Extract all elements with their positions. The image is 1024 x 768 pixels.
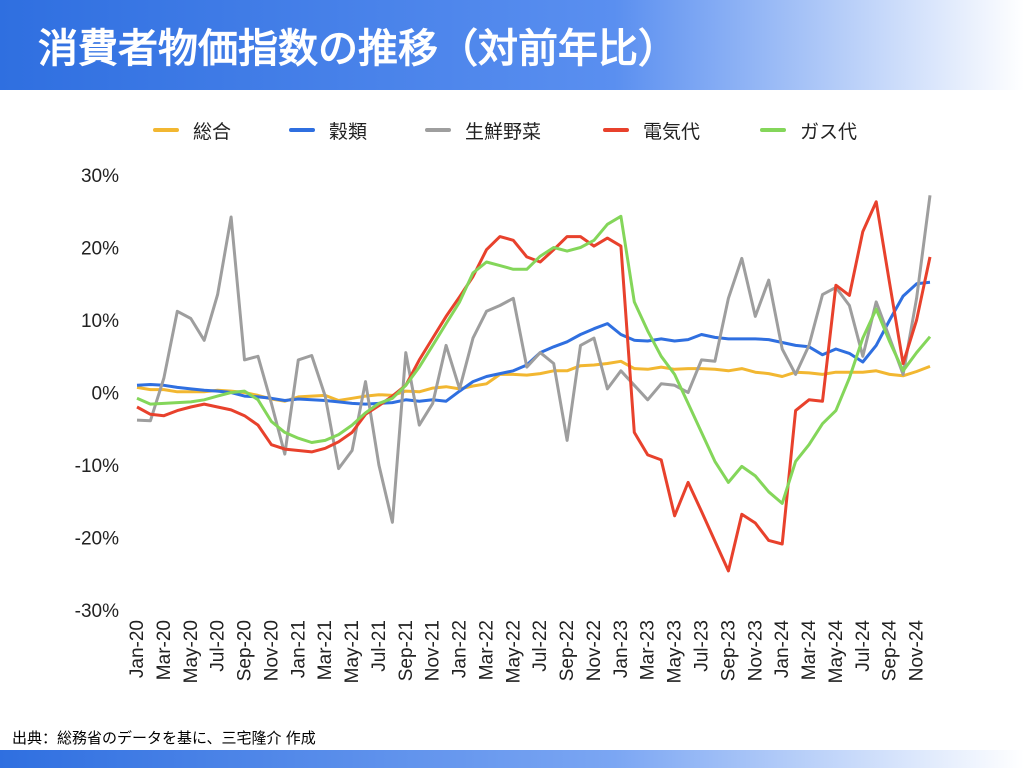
x-tick-label: May-22 (503, 620, 524, 683)
legend-label: ガス代 (800, 121, 857, 143)
x-tick-label: Jan-22 (450, 620, 471, 678)
x-tick-label: Sep-21 (396, 620, 417, 681)
y-tick-label: 0% (92, 384, 120, 405)
x-tick-label: Nov-22 (584, 620, 605, 681)
x-tick-label: Nov-21 (423, 620, 444, 681)
x-tick-label: Jul-20 (208, 620, 229, 672)
series-line (136, 200, 932, 573)
legend-label: 総合 (193, 121, 231, 143)
y-tick-label: 20% (81, 239, 119, 260)
x-tick-label: Mar-21 (315, 620, 336, 680)
legend-label: 穀類 (329, 121, 367, 143)
x-tick-label: Jan-23 (611, 620, 632, 678)
legend-label: 生鮮野菜 (465, 121, 541, 143)
y-tick-label: 30% (81, 166, 119, 187)
y-tick-label: 10% (81, 311, 119, 332)
x-tick-label: May-20 (181, 620, 202, 683)
x-tick-label: May-21 (342, 620, 363, 683)
x-tick-label: May-23 (665, 620, 686, 683)
x-tick-label: Jan-24 (772, 620, 793, 679)
x-tick-label: Nov-24 (907, 620, 928, 682)
x-tick-label: Jan-20 (127, 620, 148, 678)
x-tick-label: Jul-23 (692, 620, 713, 672)
source-note: 出典：総務省のデータを基に、三宅隆介 作成 (12, 730, 316, 747)
y-tick-label: -30% (75, 601, 119, 622)
x-tick-label: Sep-20 (235, 620, 256, 681)
x-tick-label: Jan-21 (288, 620, 309, 678)
series-line (136, 195, 932, 524)
x-tick-label: Mar-24 (799, 620, 820, 681)
x-tick-label: Sep-23 (718, 620, 739, 681)
x-tick-label: Sep-24 (880, 620, 901, 682)
x-tick-label: Nov-20 (261, 620, 282, 681)
x-tick-label: Jul-21 (369, 620, 390, 672)
x-tick-label: Mar-22 (476, 620, 497, 680)
chart-title: 消費者物価指数の推移（対前年比） (38, 27, 678, 71)
series-line (136, 214, 932, 505)
x-tick-label: Mar-23 (638, 620, 659, 680)
legend-label: 電気代 (643, 121, 700, 143)
x-tick-label: Jul-24 (853, 620, 874, 672)
series-line (136, 359, 931, 403)
x-tick-label: Nov-23 (745, 620, 766, 681)
x-tick-label: Sep-22 (557, 620, 578, 681)
y-tick-label: -10% (75, 456, 119, 477)
x-tick-label: Jul-22 (530, 620, 551, 672)
x-tick-label: May-24 (826, 620, 847, 684)
title-banner (0, 0, 1024, 90)
y-tick-label: -20% (75, 529, 119, 550)
footer-bar (0, 750, 1024, 768)
x-tick-label: Mar-20 (154, 620, 175, 680)
